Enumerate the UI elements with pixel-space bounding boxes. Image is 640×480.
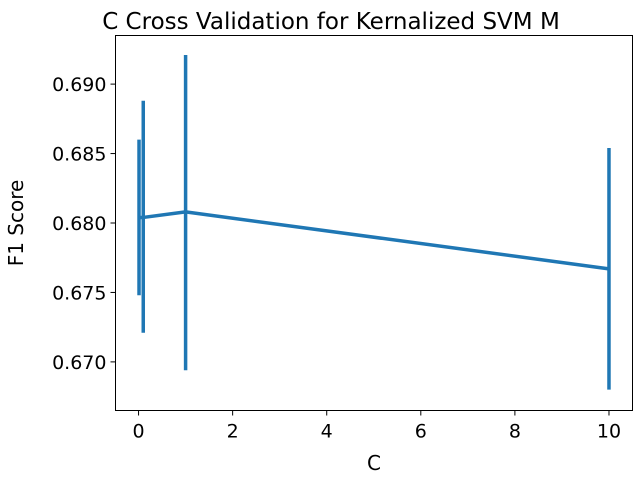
y-axis-label: F1 Score [4, 180, 28, 267]
series-line [139, 210, 610, 271]
y-axis: 0.670 0.675 0.680 0.685 0.690 [52, 74, 116, 374]
y-tick-label: 0.685 [52, 144, 106, 166]
axes-frame [115, 35, 633, 411]
x-tick-label: 6 [415, 421, 427, 443]
x-tick-label: 10 [597, 421, 621, 443]
x-tick-label: 8 [509, 421, 521, 443]
x-axis-label: C [367, 451, 381, 475]
y-tick-label: 0.675 [52, 282, 106, 304]
x-tick-label: 4 [321, 421, 333, 443]
x-tick-label: 0 [133, 421, 145, 443]
x-tick-label: 2 [227, 421, 239, 443]
y-tick-label: 0.670 [52, 352, 106, 374]
chart-title: C Cross Validation for Kernalized SVM M [102, 9, 560, 35]
y-tick-label: 0.680 [52, 213, 106, 235]
plot-area [137, 54, 611, 390]
y-tick-label: 0.690 [52, 74, 106, 96]
x-axis: 0 2 4 6 8 10 [133, 410, 621, 443]
